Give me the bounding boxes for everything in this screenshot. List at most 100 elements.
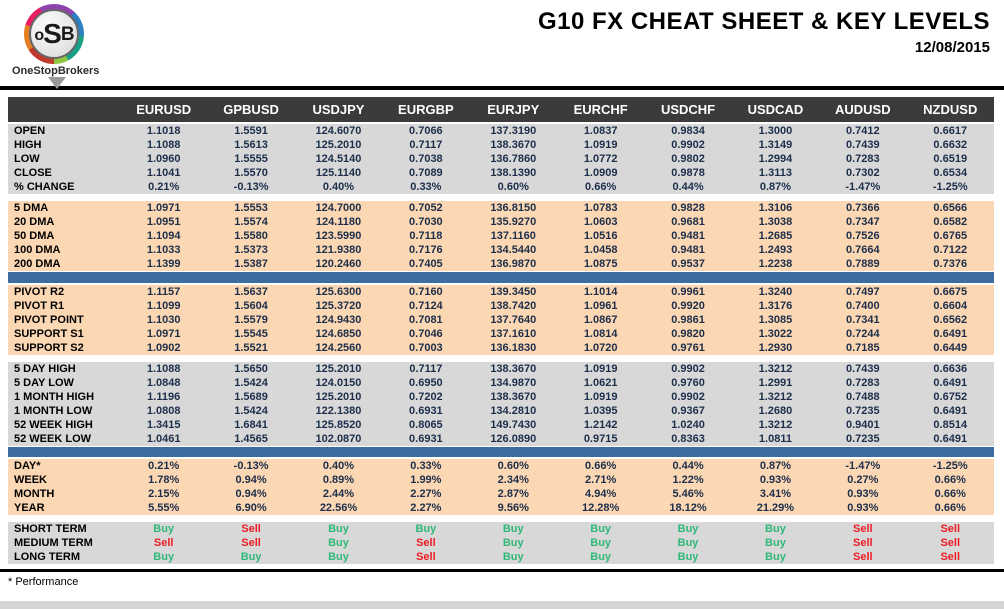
separator-gap [8,515,994,522]
value-cell: 0.93% [731,473,820,487]
value-cell: 0.6491 [906,326,994,341]
section-pivots: PIVOT R2 1.1157 1.5637 125.6300 0.7160 139.34… [8,283,994,355]
table-row: CLOSE 1.1041 1.5570 125.1140 0.7089 138.1390 1… [8,166,994,180]
value-cell: 6.90% [207,501,295,515]
section-ohlc: OPEN 1.1018 1.5591 124.6070 0.7066 137.3190 1.… [8,123,994,194]
value-cell: 1.0867 [556,312,645,327]
value-cell: 1.0458 [556,243,645,257]
value-cell: 124.6850 [294,326,383,341]
row-label: CLOSE [8,166,120,180]
value-cell: 1.1014 [556,283,645,299]
value-cell: 1.3149 [731,138,820,152]
column-header-usdjpy: USDJPY [294,97,383,124]
value-cell: 1.99% [382,473,470,487]
value-cell: Sell [906,522,994,536]
value-cell: -1.47% [819,458,907,473]
value-cell: 0.7117 [382,138,470,152]
value-cell: 1.5579 [207,312,295,327]
value-cell: 136.1830 [469,340,557,355]
column-header-eurchf: EURCHF [556,97,645,124]
value-cell: 124.2560 [294,340,383,355]
value-cell: Sell [207,522,295,536]
value-cell: 0.6449 [906,340,994,355]
value-cell: 121.9380 [294,243,383,257]
value-cell: 0.7497 [819,283,907,299]
value-cell: 1.0395 [556,403,645,418]
section-gap [8,194,994,201]
value-cell: Sell [819,550,907,564]
value-cell: 1.5553 [207,201,295,215]
table-row: DAY* 0.21% -0.13% 0.40% 0.33% 0.60% 0.66% 0.44%… [8,458,994,473]
value-cell: 2.27% [382,501,470,515]
header-divider [0,86,1004,90]
value-cell: -1.25% [906,458,994,473]
table-row: 52 WEEK LOW 1.0461 1.4565 102.0870 0.6931 126… [8,431,994,446]
value-cell: 5.55% [120,501,208,515]
value-cell: 1.3113 [731,166,820,180]
value-cell: 1.0837 [556,123,645,138]
value-cell: 120.2460 [294,257,383,272]
value-cell: 1.4565 [207,431,295,446]
value-cell: 0.94% [207,487,295,501]
value-cell: 0.7366 [819,201,907,215]
value-cell: 0.6617 [906,123,994,138]
table-row: SUPPORT S1 1.0971 1.5545 124.6850 0.7046 137.… [8,326,994,341]
value-cell: 0.7889 [819,257,907,272]
row-label: 200 DMA [8,257,120,272]
value-cell: -0.13% [207,180,295,194]
value-cell: 0.6604 [906,298,994,313]
table-row: YEAR 5.55% 6.90% 22.56% 2.27% 9.56% 12.28% 18.1… [8,501,994,515]
value-cell: 125.2010 [294,389,383,404]
value-cell: 1.2685 [731,229,820,243]
value-cell: 0.9861 [644,312,732,327]
row-label: 52 WEEK LOW [8,431,120,446]
logo-letter-s: S [43,18,62,49]
value-cell: 124.5140 [294,152,383,166]
table-header: EURUSD GPBUSD USDJPY EURGBP EURJPY EURCHF USDC… [8,97,994,124]
value-cell: 0.9481 [644,229,732,243]
value-cell: Buy [556,536,645,550]
row-label: PIVOT R2 [8,283,120,299]
value-cell: 0.7081 [382,312,470,327]
row-label: LOW [8,152,120,166]
value-cell: 1.2142 [556,417,645,432]
table-row: LONG TERM Buy Buy Buy Sell Buy Buy Buy Buy Sell Se… [8,550,994,564]
value-cell: 1.2680 [731,403,820,418]
blue-separator-row [8,271,994,285]
value-cell: 0.7302 [819,166,907,180]
value-cell: 1.3106 [731,201,820,215]
row-label: MONTH [8,487,120,501]
table-row: 100 DMA 1.1033 1.5373 121.9380 0.7176 134.544… [8,243,994,257]
value-cell: 1.0971 [120,201,208,215]
value-cell: 1.3000 [731,123,820,138]
value-cell: 1.5387 [207,257,295,272]
value-cell: Buy [556,522,645,536]
row-label: SHORT TERM [8,522,120,536]
value-cell: Buy [644,550,732,564]
value-cell: 0.89% [294,473,383,487]
row-label: MEDIUM TERM [8,536,120,550]
table-row: PIVOT POINT 1.1030 1.5579 124.9430 0.7081 137… [8,312,994,327]
value-cell: 0.9537 [644,257,732,272]
value-cell: 0.7235 [819,431,907,446]
value-cell: 0.9367 [644,403,732,418]
value-cell: 124.6070 [294,123,383,138]
value-cell: 0.7283 [819,152,907,166]
value-cell: 5.46% [644,487,732,501]
row-label: PIVOT R1 [8,298,120,313]
row-label: SUPPORT S2 [8,340,120,355]
value-cell: 1.0811 [731,431,820,446]
table-row: PIVOT R1 1.1099 1.5604 125.3720 0.7124 138.74… [8,298,994,313]
row-label: 5 DAY LOW [8,375,120,390]
value-cell: 2.44% [294,487,383,501]
value-cell: 1.5545 [207,326,295,341]
value-cell: 0.7046 [382,326,470,341]
value-cell: 1.2991 [731,375,820,390]
value-cell: 0.7038 [382,152,470,166]
value-cell: 1.0783 [556,201,645,215]
row-label: WEEK [8,473,120,487]
value-cell: 102.0870 [294,431,383,446]
value-cell: 2.27% [382,487,470,501]
value-cell: 0.21% [120,180,208,194]
value-cell: Sell [906,536,994,550]
